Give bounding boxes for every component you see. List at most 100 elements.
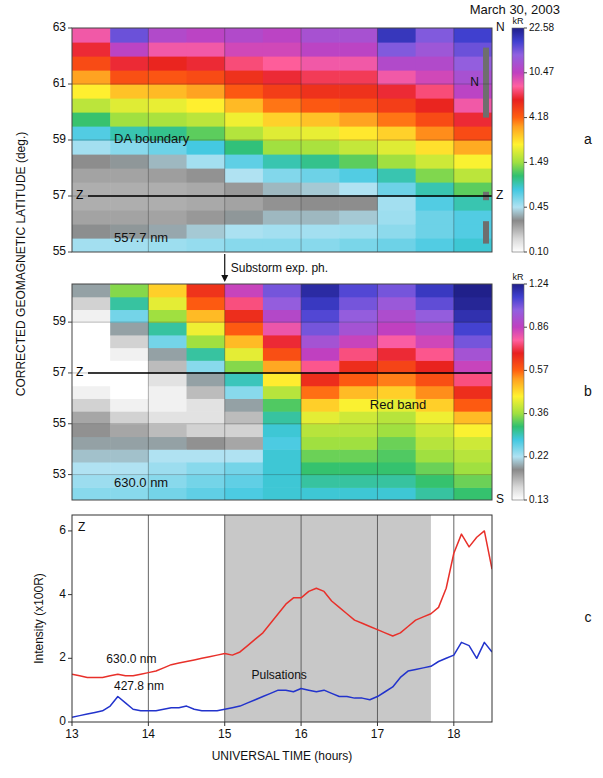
heatmap-cell xyxy=(110,210,149,225)
heatmap-cell xyxy=(301,196,340,211)
heatmap-cell xyxy=(187,398,226,411)
heatmap-cell xyxy=(225,196,264,211)
heatmap-cell xyxy=(263,224,302,239)
heatmap-cell xyxy=(225,112,264,127)
heatmap-cell xyxy=(454,140,492,155)
colorbar-tick-label: 0.22 xyxy=(529,450,549,461)
heatmap-cell xyxy=(110,168,149,183)
heatmap-cell xyxy=(263,424,302,437)
y-tick xyxy=(68,474,72,475)
heatmap-cell xyxy=(454,168,492,183)
heatmap-cell xyxy=(454,411,492,424)
x-tick xyxy=(301,722,302,726)
heatmap-cell xyxy=(187,284,226,297)
heatmap-cell xyxy=(377,322,416,335)
heatmap-cells xyxy=(72,284,492,500)
heatmap-cell xyxy=(339,297,378,310)
colorbar xyxy=(512,284,524,500)
heatmap-cell xyxy=(301,487,340,500)
y-tick xyxy=(68,372,72,373)
heatmap-cell xyxy=(339,238,378,252)
heatmap-cell xyxy=(110,360,149,373)
heatmap-cell xyxy=(110,28,149,43)
heatmap-cell xyxy=(148,70,187,85)
heatmap-cell xyxy=(301,398,340,411)
heatmap-cell xyxy=(148,373,187,386)
x-tick xyxy=(377,722,378,726)
reference-line xyxy=(88,195,492,197)
heatmap-cell xyxy=(339,42,378,57)
heatmap-cell xyxy=(187,56,226,71)
heatmap-cell xyxy=(148,284,187,297)
annotation: 557.7 nm xyxy=(114,230,168,245)
colorbar-tick xyxy=(524,162,527,163)
heatmap-cell xyxy=(454,360,492,373)
heatmap-cell xyxy=(187,42,226,57)
x-tick-label: 13 xyxy=(65,727,79,741)
heatmap-cell xyxy=(148,424,187,437)
heatmap-cell xyxy=(339,424,378,437)
heatmap-cell xyxy=(377,348,416,361)
heatmap-cell xyxy=(187,436,226,449)
heatmap-cell xyxy=(416,424,455,437)
heatmap-cell xyxy=(72,436,111,449)
x-tick-label: 15 xyxy=(218,727,232,741)
heatmap-cell xyxy=(225,487,264,500)
heatmap-cell xyxy=(301,297,340,310)
y-tick-label: 53 xyxy=(53,467,67,481)
colorbar-tick-label: 0.45 xyxy=(529,201,549,212)
heatmap-cell xyxy=(301,140,340,155)
heatmap-cell xyxy=(225,224,264,239)
heatmap-cell xyxy=(72,56,111,71)
heatmap-cell xyxy=(263,360,302,373)
heatmap-cell xyxy=(339,487,378,500)
series-line xyxy=(72,531,492,678)
colorbar-tick-label: 0.10 xyxy=(529,246,549,257)
grid-line-x xyxy=(377,515,378,722)
heatmap-cell xyxy=(377,238,416,252)
heatmap-cell xyxy=(416,28,455,43)
heatmap-cell xyxy=(263,126,302,141)
heatmap-cell xyxy=(377,182,416,197)
heatmap-cell xyxy=(225,424,264,437)
heatmap-cell xyxy=(301,386,340,399)
heatmap-cell xyxy=(454,284,492,297)
heatmap-cell xyxy=(416,140,455,155)
heatmap-cell xyxy=(339,224,378,239)
heatmap-cell xyxy=(187,373,226,386)
heatmap-cell xyxy=(110,284,149,297)
heatmap-cell xyxy=(377,411,416,424)
heatmap-cell xyxy=(263,98,302,113)
heatmap-cell xyxy=(339,70,378,85)
heatmap-cell xyxy=(225,210,264,225)
y-tick xyxy=(68,722,72,723)
heatmap-cell xyxy=(301,210,340,225)
arrow xyxy=(224,254,225,276)
heatmap-cell xyxy=(263,386,302,399)
heatmap-cell xyxy=(110,42,149,57)
heatmap-cell xyxy=(148,462,187,475)
panel-letter: b xyxy=(584,383,592,399)
heatmap-cell xyxy=(263,56,302,71)
heatmap-cell xyxy=(377,70,416,85)
heatmap-cell xyxy=(110,386,149,399)
heatmap-cell xyxy=(454,386,492,399)
heatmap-cell xyxy=(263,196,302,211)
heatmap-cell xyxy=(110,297,149,310)
colorbar-tick-label: 0.36 xyxy=(529,407,549,418)
colorbar-tick xyxy=(524,117,527,118)
heatmap-cell xyxy=(301,322,340,335)
heatmap-cell xyxy=(148,84,187,99)
heatmap-cell xyxy=(301,411,340,424)
heatmap-cell xyxy=(225,284,264,297)
heatmap-cell xyxy=(416,335,455,348)
heatmap-cell xyxy=(148,112,187,127)
heatmap-cell xyxy=(72,70,111,85)
colorbar-tick xyxy=(524,72,527,73)
colorbar-tick xyxy=(524,370,527,371)
heatmap-cell xyxy=(416,196,455,211)
heatmap-cell xyxy=(148,42,187,57)
x-tick-label: 17 xyxy=(371,727,385,741)
heatmap-cell xyxy=(187,386,226,399)
heatmap-cell xyxy=(339,462,378,475)
